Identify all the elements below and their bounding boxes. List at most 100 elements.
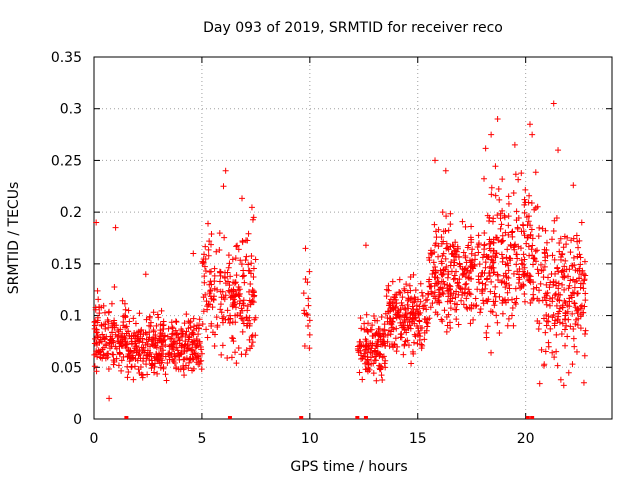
data-point [306, 345, 313, 352]
data-point [409, 303, 416, 310]
data-point [460, 301, 467, 308]
data-point [363, 359, 370, 366]
data-point [446, 319, 453, 326]
data-point [227, 312, 234, 319]
data-point [407, 314, 414, 321]
data-point [94, 317, 101, 324]
data-point [124, 363, 131, 370]
data-point [521, 264, 528, 271]
data-point [544, 289, 551, 296]
data-point [133, 349, 140, 356]
data-point [208, 230, 215, 237]
data-point [563, 266, 570, 273]
data-point [228, 354, 235, 361]
data-point [393, 314, 400, 321]
data-point [238, 351, 245, 358]
data-point [164, 360, 171, 367]
data-point [207, 287, 214, 294]
data-point [452, 239, 459, 246]
data-point [527, 299, 534, 306]
data-point [106, 395, 113, 402]
data-point [494, 234, 501, 241]
data-point [468, 223, 475, 230]
data-point [520, 268, 527, 275]
data-point [429, 271, 436, 278]
data-point [182, 338, 189, 345]
data-point [243, 253, 250, 260]
data-point [385, 282, 392, 289]
data-point [551, 322, 558, 329]
data-point [509, 228, 516, 235]
data-point [455, 245, 462, 252]
data-point [515, 243, 522, 250]
data-point [556, 319, 563, 326]
data-point [373, 330, 380, 337]
data-point [206, 238, 213, 245]
data-point [98, 338, 105, 345]
data-point [500, 297, 507, 304]
data-point [432, 228, 439, 235]
data-point [388, 321, 395, 328]
data-point [528, 226, 535, 233]
data-point [550, 311, 557, 318]
data-point [548, 236, 555, 243]
data-point [392, 304, 399, 311]
data-point [379, 376, 386, 383]
data-point [91, 363, 98, 370]
data-point [429, 290, 436, 297]
data-point [581, 276, 588, 283]
data-point [432, 242, 439, 249]
data-point [246, 288, 253, 295]
data-point [439, 252, 446, 259]
data-point [171, 350, 178, 357]
data-point [430, 267, 437, 274]
data-point [248, 342, 255, 349]
data-point [555, 147, 562, 154]
data-point [244, 307, 251, 314]
data-point [490, 215, 497, 222]
data-point [218, 309, 225, 316]
data-point [411, 312, 418, 319]
data-point [435, 226, 442, 233]
data-point [400, 351, 407, 358]
data-point [178, 342, 185, 349]
data-point [571, 343, 578, 350]
data-point [393, 348, 400, 355]
data-point [112, 331, 119, 338]
data-point [422, 316, 429, 323]
data-point [160, 321, 167, 328]
data-point [154, 370, 161, 377]
zero-point [355, 416, 360, 419]
data-point [498, 238, 505, 245]
data-point [146, 314, 153, 321]
data-point [186, 319, 193, 326]
data-point [367, 349, 374, 356]
data-point [384, 338, 391, 345]
data-point [474, 244, 481, 251]
data-point [165, 350, 172, 357]
data-point [243, 314, 250, 321]
data-point [569, 289, 576, 296]
data-point [505, 193, 512, 200]
data-point [536, 320, 543, 327]
data-point [304, 279, 311, 286]
data-point [115, 362, 122, 369]
data-point [546, 302, 553, 309]
data-point [525, 218, 532, 225]
data-point [426, 315, 433, 322]
data-point [543, 301, 550, 308]
data-point [368, 326, 375, 333]
y-tick-label: 0.05 [51, 360, 82, 376]
data-point [560, 244, 567, 251]
data-point [208, 241, 215, 248]
data-point [203, 326, 210, 333]
data-point [356, 369, 363, 376]
data-point [224, 269, 231, 276]
data-point [425, 291, 432, 298]
data-point [484, 298, 491, 305]
data-point [232, 292, 239, 299]
data-point [477, 309, 484, 316]
data-point [521, 201, 528, 208]
data-point [121, 300, 128, 307]
data-point [571, 299, 578, 306]
